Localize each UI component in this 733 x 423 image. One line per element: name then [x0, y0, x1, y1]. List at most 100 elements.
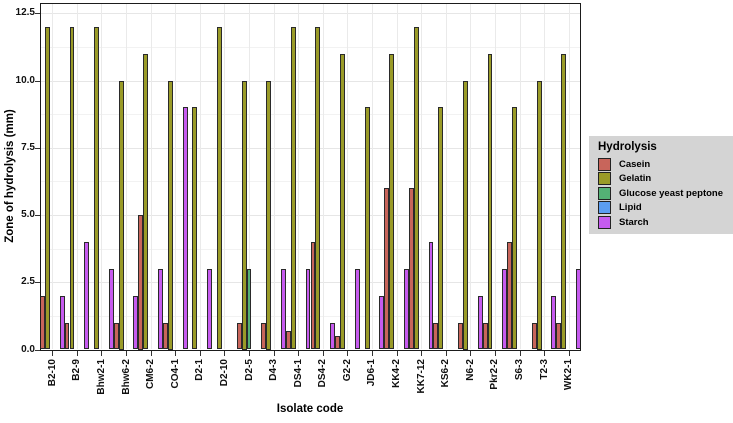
bar-gelatin-wk2-1	[561, 53, 567, 350]
bar-starch-pkr2-2	[502, 268, 508, 350]
gridline-vertical	[249, 4, 251, 349]
y-tick-label: 12.5	[15, 7, 35, 19]
y-tick-mark	[35, 282, 40, 284]
bar-gelatin-n6-2	[462, 80, 468, 350]
bar-gelatin-ks6-2	[438, 107, 444, 350]
bar-casein-n6-2	[458, 322, 463, 350]
x-tick-label-d2-5: D2-5	[243, 359, 255, 381]
bar-starch-jd6-1	[379, 295, 385, 350]
bar-casein-cm6-2	[138, 215, 144, 350]
gridline-vertical	[199, 4, 201, 349]
bar-gelatin-d2-10	[217, 26, 222, 350]
x-tick-mark	[101, 351, 103, 356]
bar-gelatin-s6-3	[512, 107, 518, 350]
x-tick-mark	[249, 351, 251, 356]
gridline-vertical	[298, 4, 300, 349]
gridline-vertical	[445, 4, 447, 349]
bar-casein-b2-9	[64, 322, 70, 350]
gridline-horizontal	[41, 46, 580, 48]
y-axis-title: Zone of hydrolysis (mm)	[4, 109, 16, 243]
bar-gelatin-d2-5	[241, 80, 247, 350]
x-tick-mark	[224, 351, 226, 356]
bar-starch-co4-1	[182, 107, 188, 350]
x-tick-mark	[322, 351, 324, 356]
bar-gelatin-co4-1	[167, 80, 173, 350]
x-tick-mark	[150, 351, 152, 356]
x-tick-mark	[347, 351, 349, 356]
legend-label: Starch	[619, 216, 649, 228]
x-tick-label-b2-10: B2-10	[46, 359, 58, 387]
bar-gelatin-cm6-2	[143, 53, 149, 350]
bar-casein-kk7-12	[408, 188, 414, 350]
bar-gelatin-g2-2	[340, 53, 345, 350]
y-tick-mark	[35, 215, 40, 216]
x-tick-mark	[126, 351, 128, 356]
y-tick-mark	[35, 349, 40, 351]
bar-starch-kk7-12	[428, 241, 434, 350]
x-tick-mark	[298, 351, 300, 356]
x-tick-label-t2-3: T2-3	[538, 359, 550, 380]
legend-key-swatch	[598, 215, 611, 229]
x-tick-mark	[445, 351, 447, 356]
legend-items: Casein Gelatin Glucose yeast peptone Lipid S…	[589, 157, 733, 230]
gridline-horizontal	[41, 114, 580, 116]
bar-gelatin-d4-3	[266, 80, 272, 350]
gridline-vertical	[76, 4, 78, 349]
bar-casein-pkr2-2	[482, 322, 488, 350]
x-tick-mark	[199, 351, 201, 356]
y-tick-mark	[35, 147, 40, 149]
legend-label: Glucose yeast peptone	[619, 187, 724, 199]
gridline-vertical	[150, 4, 152, 349]
bar-starch-bhw6-2	[133, 295, 139, 350]
x-tick-label-d4-3: D4-3	[268, 359, 280, 381]
gridline-vertical	[175, 4, 177, 349]
x-tick-mark	[470, 351, 472, 356]
y-tick-label: 10.0	[15, 74, 35, 86]
bar-gelatin-kk7-12	[413, 26, 419, 350]
y-tick-label: 0.0	[21, 343, 35, 355]
gridline-vertical	[52, 4, 54, 349]
x-tick-label-ds4-1: DS4-1	[292, 359, 304, 388]
bar-starch-ds4-2	[330, 322, 336, 350]
gridline-vertical	[322, 4, 324, 349]
bar-starch-kk4-2	[403, 268, 409, 350]
x-tick-label-s6-3: S6-3	[514, 359, 526, 381]
gridline-vertical	[544, 4, 546, 349]
bar-gelatin-t2-3	[536, 80, 542, 350]
x-tick-mark	[494, 351, 496, 356]
bar-gelatin-pkr2-2	[487, 53, 493, 350]
bar-gelatin-d2-1	[192, 107, 198, 350]
legend-item-casein: Casein	[589, 157, 733, 172]
bar-starch-n6-2	[477, 295, 483, 350]
bar-casein-t2-3	[531, 322, 537, 350]
legend-label: Gelatin	[619, 173, 652, 185]
x-tick-label-ds4-2: DS4-2	[317, 359, 329, 388]
x-tick-mark	[568, 351, 570, 356]
bar-starch-b2-10	[59, 295, 65, 350]
gridline-vertical	[568, 4, 570, 349]
gridline-vertical	[347, 4, 349, 349]
bar-casein-ds4-2	[310, 241, 316, 350]
x-tick-mark	[421, 351, 423, 356]
bar-glucose-yeast-peptone-d2-5	[246, 268, 252, 350]
bar-casein-g2-2	[335, 336, 340, 350]
gridline-vertical	[126, 4, 128, 349]
gridline-horizontal	[41, 215, 580, 216]
bar-starch-t2-3	[551, 295, 557, 350]
bar-casein-ds4-1	[285, 330, 291, 350]
legend: Hydrolysis Casein Gelatin Glucose yeast pe…	[589, 136, 733, 234]
bar-casein-s6-3	[507, 241, 513, 350]
gridline-vertical	[224, 4, 226, 349]
legend-item-glucose-yeast-peptone: Glucose yeast peptone	[589, 186, 733, 201]
bar-starch-ds4-1	[305, 268, 311, 350]
legend-item-gelatin: Gelatin	[589, 172, 733, 187]
bar-starch-bhw2-1	[108, 268, 114, 350]
x-tick-label-jd6-1: JD6-1	[366, 359, 378, 387]
x-tick-label-kk7-12: KK7-12	[415, 359, 427, 394]
legend-key-swatch	[598, 157, 611, 171]
gridline-vertical	[421, 4, 423, 349]
gridline-horizontal	[41, 80, 580, 82]
bar-casein-kk4-2	[384, 188, 390, 350]
x-tick-mark	[175, 351, 177, 356]
